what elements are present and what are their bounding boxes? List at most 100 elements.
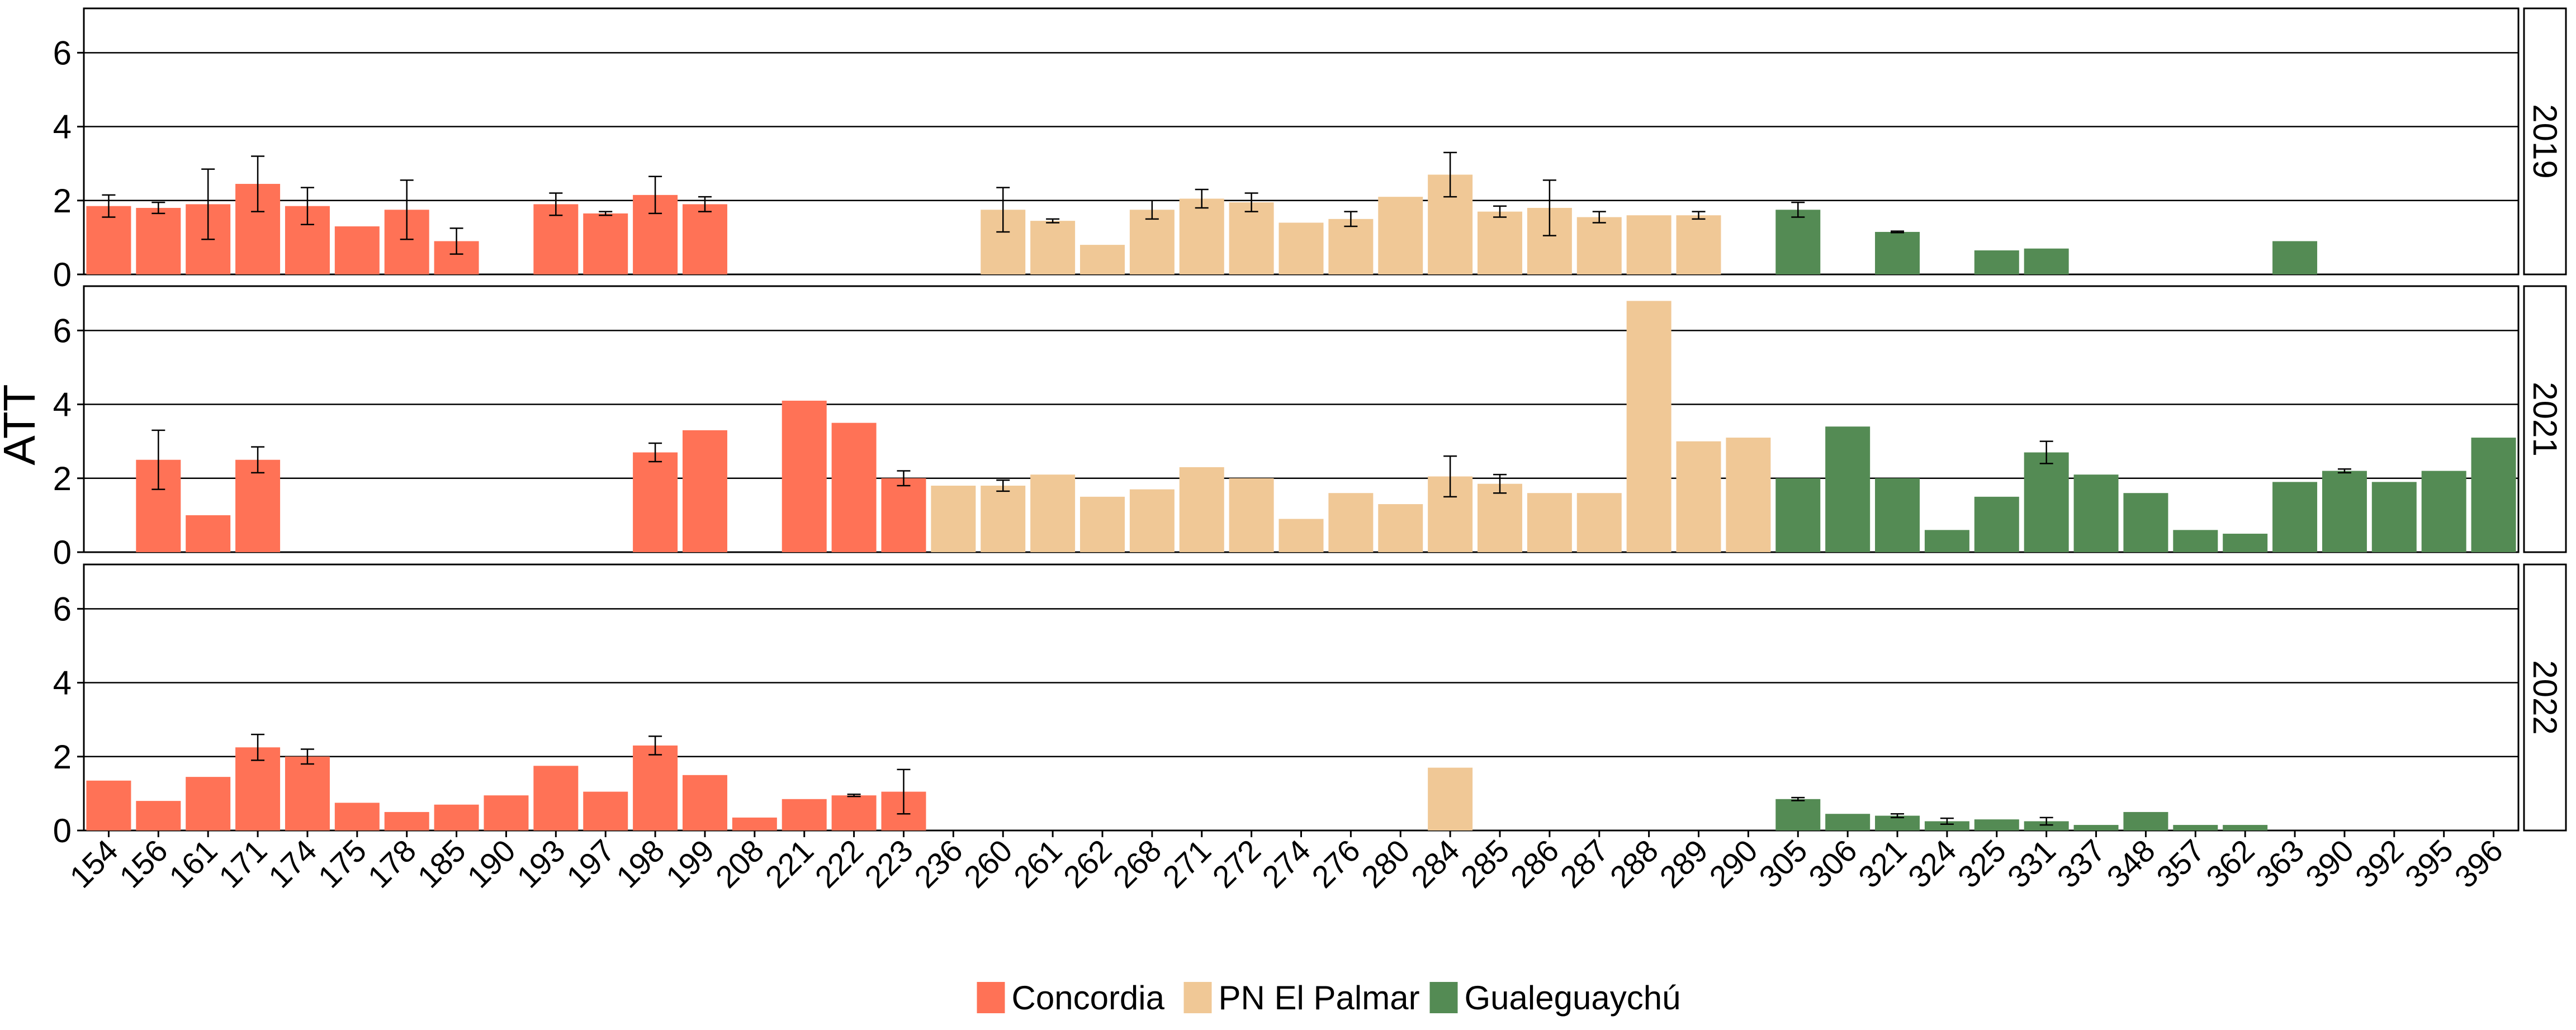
panels: 0 2 4 6 2019 0 2 4 6 2021 0 2 4 6 2022 [53,7,2567,849]
strip-box [2523,7,2567,276]
bar-156-2019 [136,208,181,274]
error-bar [549,192,563,216]
error-bar [251,446,265,474]
y-tick-label: 4 [53,108,72,146]
panel-2019: 0 2 4 6 2019 [53,7,2567,293]
bar-260-2021 [981,486,1026,552]
y-tick-label: 0 [53,534,72,571]
x-tick-label: 178 [361,833,423,895]
legend-label: Concordia [1012,979,1165,1017]
bar-337-2021 [2073,474,2119,552]
bar-222-2022 [831,795,877,830]
error-bar [251,155,265,212]
bar-197-2022 [583,791,628,830]
bar-272-2019 [1229,202,1274,274]
y-tick-label: 4 [53,386,72,424]
error-bar [897,768,911,815]
x-tick-label: 324 [1901,833,1963,895]
x-tick-label: 287 [1554,833,1616,895]
x-tick-label: 154 [63,833,125,895]
bar-171-2021 [235,459,281,552]
error-bar [648,175,662,215]
error-bar [300,748,314,765]
bar-276-2019 [1328,219,1374,274]
x-tick-label: 357 [2149,833,2212,895]
y-tick-label: 6 [53,590,72,628]
error-bar [2337,468,2351,474]
bar-362-2022 [2223,825,2268,830]
x-tick-label: 199 [659,833,721,895]
bar-321-2019 [1875,231,1920,274]
strip-label-2019: 2019 [2526,104,2564,178]
bar-268-2019 [1129,210,1175,274]
strip-label-2022: 2022 [2526,660,2564,734]
x-tick-label: 331 [2001,833,2063,895]
y-axis-title: ATT [0,384,44,465]
bar-272-2021 [1229,478,1274,552]
bar-325-2019 [1974,250,2019,274]
x-tick-label: 305 [1752,833,1814,895]
error-bar [449,227,463,255]
bar-236-2021 [931,486,976,552]
bar-357-2021 [2173,530,2218,552]
bar-306-2021 [1825,426,1871,552]
error-bar [2039,440,2053,464]
x-tick-label: 193 [510,833,572,895]
bar-274-2021 [1278,519,1324,552]
x-tick-label: 190 [460,833,522,895]
bar-324-2022 [1924,821,1969,830]
x-tick-label: 285 [1454,833,1516,895]
x-tick-label: 156 [112,833,174,895]
bar-306-2022 [1825,814,1871,830]
bar-193-2022 [533,766,579,830]
bar-175-2019 [334,226,380,274]
bar-185-2022 [434,804,479,830]
error-bar [1592,211,1606,224]
legend-item-2: Gualeguaychú [1429,979,1680,1017]
legend: Concordia PN El Palmar Gualeguaychú [977,979,1680,1017]
error-bar [1940,817,1954,825]
bar-171-2022 [235,747,281,830]
panel-2022: 0 2 4 6 2022 [53,563,2567,849]
error-bar [1443,455,1457,498]
x-tick-label: 390 [2299,833,2361,895]
bar-271-2019 [1179,198,1224,274]
error-bar [151,429,165,490]
bar-289-2021 [1676,441,1721,552]
error-bar [1145,200,1159,220]
y-tick-label: 0 [53,256,72,293]
x-axis-ticks: 1541561611711741751781851901931971981992… [63,830,2509,895]
bar-290-2021 [1726,438,1771,552]
error-bar [201,168,215,240]
bar-362-2021 [2223,533,2268,552]
bar-261-2019 [1030,221,1076,274]
x-tick-label: 260 [957,833,1019,895]
bar-287-2019 [1576,217,1622,274]
error-bar [648,442,662,463]
bar-198-2021 [633,452,678,552]
error-bar [1542,179,1556,236]
bar-348-2022 [2123,811,2168,830]
x-tick-label: 198 [609,833,671,895]
x-tick-label: 306 [1802,833,1864,895]
error-bar [1791,796,1805,801]
error-bar [1891,230,1905,234]
bar-392-2021 [2371,482,2417,552]
error-bar [2039,817,2053,826]
bar-286-2021 [1527,493,1572,552]
bar-285-2019 [1478,211,1523,274]
x-tick-label: 362 [2199,833,2261,895]
bar-331-2022 [2024,821,2069,830]
bar-178-2022 [384,811,429,830]
error-bar [400,179,414,240]
error-bar [1195,188,1209,209]
x-tick-label: 348 [2100,833,2162,895]
legend-label: PN El Palmar [1219,979,1420,1017]
bar-197-2019 [583,213,628,274]
error-bar [1493,205,1507,218]
bar-208-2022 [732,817,777,830]
bar-268-2021 [1129,489,1175,552]
error-bar [1692,211,1706,220]
bar-305-2021 [1775,478,1821,552]
x-tick-label: 274 [1255,833,1317,895]
